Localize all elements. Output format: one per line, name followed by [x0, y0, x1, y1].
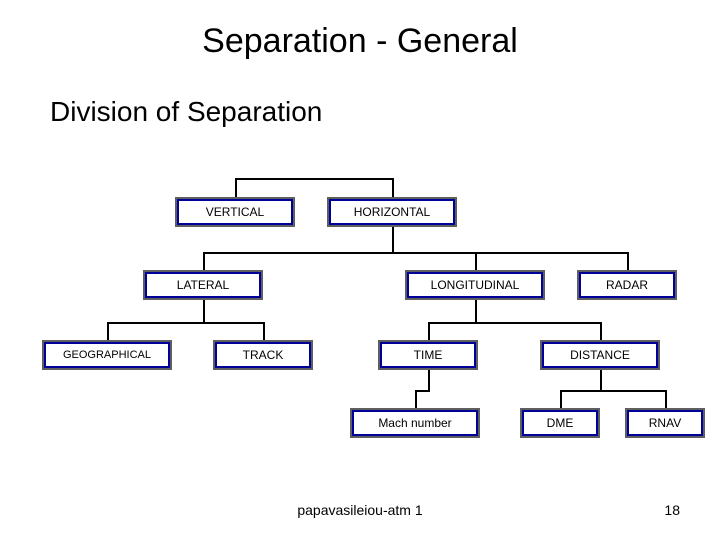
node-dme: DME — [520, 408, 600, 438]
connector — [475, 252, 477, 270]
connector — [203, 252, 205, 270]
node-time: TIME — [378, 340, 478, 370]
connector — [428, 370, 430, 390]
connector — [392, 178, 394, 197]
connector — [235, 178, 237, 197]
connector — [415, 390, 417, 408]
node-geographical: GEOGRAPHICAL — [42, 340, 172, 370]
connector — [428, 322, 600, 324]
node-horizontal: HORIZONTAL — [327, 197, 457, 227]
connector — [392, 227, 394, 252]
node-track: TRACK — [213, 340, 313, 370]
footer-text: papavasileiou-atm 1 — [0, 502, 720, 518]
connector — [415, 390, 430, 392]
connector — [263, 322, 265, 340]
page-number: 18 — [664, 502, 680, 518]
slide-title: Separation - General — [0, 22, 720, 61]
connector — [107, 322, 263, 324]
node-mach: Mach number — [350, 408, 480, 438]
connector — [203, 252, 627, 254]
node-lateral: LATERAL — [143, 270, 263, 300]
connector — [627, 252, 629, 270]
node-radar: RADAR — [577, 270, 677, 300]
connector — [560, 390, 562, 408]
connector — [600, 322, 602, 340]
connector — [235, 178, 392, 180]
node-vertical: VERTICAL — [175, 197, 295, 227]
connector — [203, 300, 205, 322]
node-longitudinal: LONGITUDINAL — [405, 270, 545, 300]
connector — [560, 390, 665, 392]
connector — [107, 322, 109, 340]
connector — [428, 322, 430, 340]
connector — [475, 300, 477, 322]
connector — [665, 390, 667, 408]
slide-subtitle: Division of Separation — [50, 96, 322, 128]
connector — [600, 370, 602, 390]
node-rnav: RNAV — [625, 408, 705, 438]
node-distance: DISTANCE — [540, 340, 660, 370]
slide: Separation - General Division of Separat… — [0, 0, 720, 540]
